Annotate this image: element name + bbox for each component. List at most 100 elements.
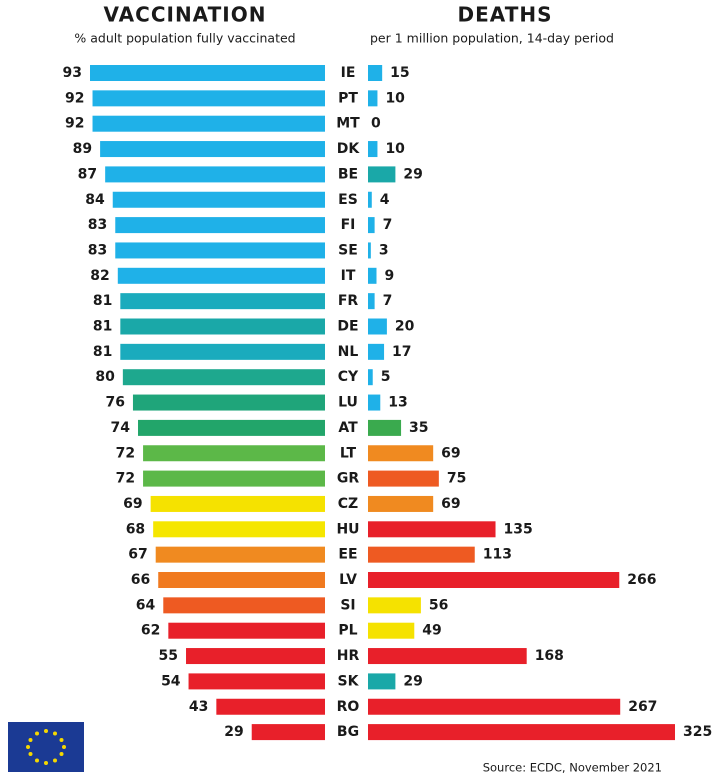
country-label: IE bbox=[341, 65, 356, 81]
value-label: 64 bbox=[136, 597, 156, 613]
bar bbox=[158, 572, 325, 588]
bar bbox=[115, 242, 325, 259]
bar bbox=[105, 166, 326, 183]
country-label: FR bbox=[338, 293, 359, 309]
bar bbox=[143, 445, 325, 462]
value-label: 69 bbox=[123, 496, 142, 512]
bar bbox=[368, 90, 378, 107]
bar bbox=[368, 445, 434, 462]
value-label: 29 bbox=[224, 724, 243, 740]
value-label: 66 bbox=[131, 572, 150, 588]
value-label: 69 bbox=[441, 496, 460, 512]
value-label: 54 bbox=[161, 673, 181, 689]
value-label: 0 bbox=[371, 116, 381, 132]
country-label: MT bbox=[336, 116, 360, 132]
country-label: CY bbox=[338, 369, 359, 385]
country-label: HR bbox=[337, 648, 360, 664]
bar bbox=[368, 166, 396, 183]
value-label: 84 bbox=[85, 192, 105, 208]
bar bbox=[92, 90, 325, 107]
value-label: 67 bbox=[128, 547, 147, 563]
value-label: 10 bbox=[385, 90, 405, 106]
value-label: 266 bbox=[627, 572, 656, 588]
country-label: SI bbox=[340, 597, 355, 613]
value-label: 76 bbox=[105, 395, 124, 411]
value-label: 56 bbox=[429, 597, 448, 613]
bar bbox=[122, 369, 326, 386]
bar bbox=[368, 217, 375, 234]
bar bbox=[368, 419, 402, 436]
bar bbox=[368, 242, 371, 259]
bar bbox=[368, 369, 373, 386]
bar bbox=[368, 470, 439, 487]
country-label: HU bbox=[336, 521, 359, 537]
value-label: 7 bbox=[383, 217, 393, 233]
bar bbox=[150, 495, 325, 512]
chart-title: VACCINATION bbox=[104, 3, 267, 27]
bar bbox=[368, 673, 396, 690]
bar bbox=[368, 597, 421, 614]
value-label: 15 bbox=[390, 65, 409, 81]
bar bbox=[138, 419, 325, 436]
bar bbox=[368, 724, 675, 741]
bar bbox=[120, 293, 326, 310]
country-label: DE bbox=[337, 319, 358, 335]
value-label: 168 bbox=[535, 648, 564, 664]
bar bbox=[163, 597, 325, 614]
value-label: 35 bbox=[409, 420, 428, 436]
value-label: 62 bbox=[141, 623, 160, 639]
value-label: 55 bbox=[159, 648, 178, 664]
value-label: 69 bbox=[441, 445, 460, 461]
chart-subtitle: % adult population fully vaccinated bbox=[74, 31, 295, 46]
value-label: 92 bbox=[65, 90, 84, 106]
chart-subtitle: per 1 million population, 14-day period bbox=[370, 31, 614, 46]
country-label: FI bbox=[341, 217, 356, 233]
bar bbox=[368, 267, 377, 284]
country-label: ES bbox=[338, 192, 358, 208]
bar bbox=[216, 698, 325, 715]
bar bbox=[368, 191, 372, 208]
value-label: 13 bbox=[388, 395, 407, 411]
value-label: 92 bbox=[65, 116, 84, 132]
country-label: GR bbox=[337, 471, 359, 487]
bar bbox=[115, 217, 325, 234]
value-label: 49 bbox=[422, 623, 441, 639]
value-label: 68 bbox=[126, 521, 145, 537]
country-label: NL bbox=[338, 344, 359, 360]
country-label: LV bbox=[339, 572, 357, 588]
bar bbox=[120, 343, 326, 360]
chart-title: DEATHS bbox=[458, 3, 553, 27]
bar bbox=[188, 673, 325, 690]
country-label: PL bbox=[338, 623, 357, 639]
country-label: CZ bbox=[338, 496, 358, 512]
bar bbox=[368, 572, 620, 588]
country-label: RO bbox=[337, 699, 360, 715]
value-label: 93 bbox=[63, 65, 82, 81]
value-label: 83 bbox=[88, 242, 107, 258]
country-label: LT bbox=[340, 445, 357, 461]
value-label: 113 bbox=[483, 547, 512, 563]
bar bbox=[368, 622, 415, 639]
country-label: AT bbox=[338, 420, 358, 436]
bar bbox=[368, 293, 375, 310]
value-label: 3 bbox=[379, 242, 389, 258]
country-label: PT bbox=[338, 90, 358, 106]
eu-flag bbox=[8, 722, 84, 772]
bar bbox=[368, 698, 621, 715]
value-label: 75 bbox=[447, 471, 466, 487]
bar bbox=[132, 394, 325, 411]
bar bbox=[168, 622, 325, 639]
source: Source: ECDC, November 2021 bbox=[483, 761, 662, 775]
country-label: EE bbox=[338, 547, 357, 563]
value-label: 4 bbox=[380, 192, 390, 208]
country-label: BE bbox=[338, 166, 358, 182]
value-label: 267 bbox=[628, 699, 657, 715]
bar bbox=[368, 394, 381, 411]
value-label: 43 bbox=[189, 699, 208, 715]
bar bbox=[143, 470, 325, 487]
bar bbox=[120, 318, 326, 335]
value-label: 5 bbox=[381, 369, 391, 385]
value-label: 81 bbox=[93, 344, 112, 360]
value-label: 89 bbox=[73, 141, 92, 157]
